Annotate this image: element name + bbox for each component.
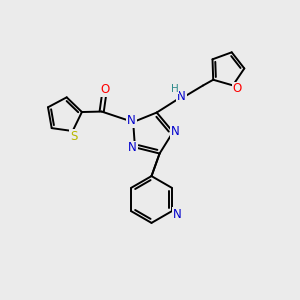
Text: O: O [233,82,242,95]
Text: N: N [127,114,136,128]
Text: S: S [70,130,77,143]
Text: H: H [171,83,178,94]
Text: O: O [100,83,109,96]
Text: N: N [177,90,186,104]
Text: N: N [128,142,137,154]
Text: N: N [173,208,182,221]
Text: N: N [171,125,180,138]
